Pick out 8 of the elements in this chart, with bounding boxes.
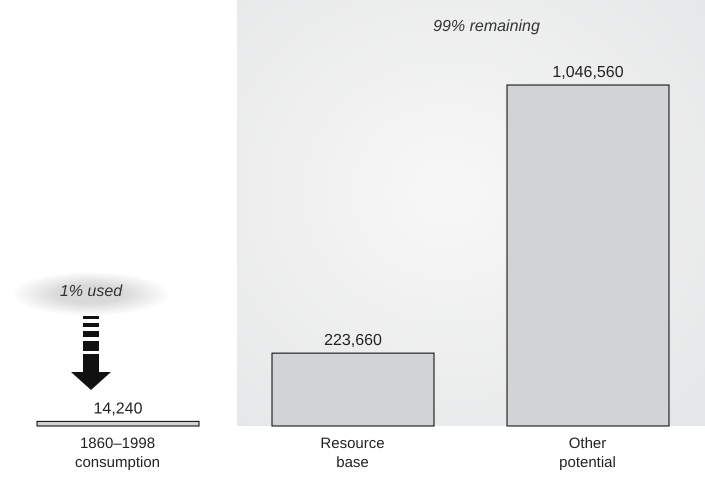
data-label: 14,240	[94, 400, 143, 418]
annotation: 1% used	[58, 283, 124, 301]
x-tick-label: Resource base	[320, 435, 385, 471]
x-tick-label: 1860–1998 consumption	[74, 435, 160, 471]
x-tick-label: Other potential	[559, 435, 616, 471]
data-label: 223,660	[324, 332, 382, 350]
text: 99% remaining	[432, 18, 541, 36]
data-label: 1,046,560	[552, 64, 624, 81]
